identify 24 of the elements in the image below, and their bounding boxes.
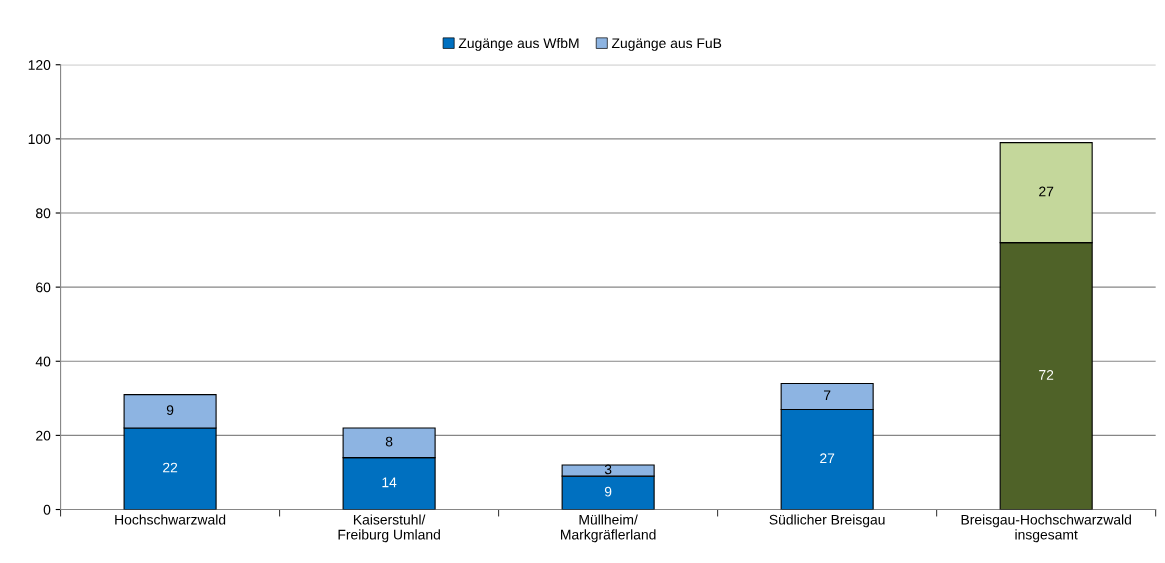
y-tick-label: 80 (36, 208, 51, 219)
data-label: 14 (382, 477, 397, 488)
data-label: 7 (824, 390, 831, 401)
data-label: 27 (1039, 186, 1054, 197)
data-label: 9 (166, 405, 174, 416)
x-tick-label: Breisgau-Hochschwarzwald insgesamt (961, 514, 1131, 543)
y-tick-label: 0 (43, 504, 51, 515)
y-tick-label: 60 (36, 282, 51, 293)
x-tick-label: Südlicher Breisgau (769, 514, 885, 528)
legend-label: Zugänge aus FuB (611, 38, 722, 51)
legend-label: Zugänge aus WfbM (458, 37, 579, 51)
x-tick-label: Müllheim/ Markgräflerland (561, 514, 656, 543)
y-tick-label: 100 (28, 134, 51, 145)
data-label: 22 (163, 462, 178, 473)
y-tick-label: 120 (28, 60, 51, 70)
data-label: 8 (385, 436, 393, 447)
x-tick-label: Hochschwarzwald (115, 514, 226, 525)
y-tick-label: 40 (35, 356, 51, 367)
data-label: 27 (820, 453, 835, 464)
data-label: 3 (604, 464, 612, 475)
data-label: 72 (1039, 369, 1054, 380)
x-tick-label: Kaiserstuhl/ Freiburg Umland (338, 514, 440, 543)
y-tick-label: 20 (36, 430, 51, 441)
data-label: 9 (604, 486, 612, 497)
